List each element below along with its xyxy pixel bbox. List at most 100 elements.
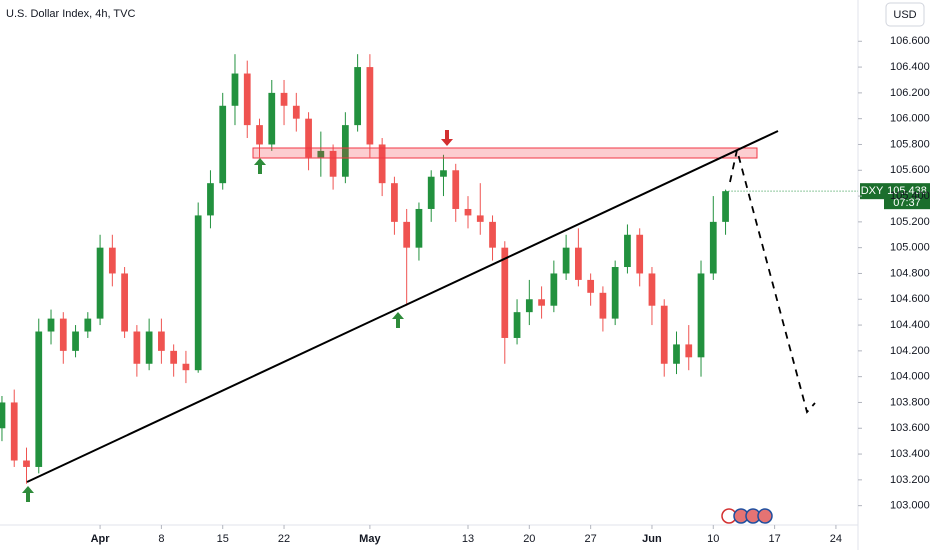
candle-body (648, 273, 656, 306)
candle-body (575, 247, 582, 280)
candle-body (476, 215, 484, 222)
candle-body (219, 105, 227, 184)
projection-path (729, 149, 816, 414)
resistance-zone (252, 147, 758, 159)
candle-body (121, 273, 128, 332)
candle-body (158, 331, 165, 351)
trend-line (26, 130, 779, 483)
candle-body (427, 176, 435, 209)
x-tick-label: 22 (278, 533, 290, 545)
y-tick-label: 104.800 (890, 267, 930, 279)
candle-body (47, 318, 55, 332)
candle-body (562, 247, 570, 274)
currency-label[interactable]: USD (893, 9, 916, 21)
candle-body (329, 150, 337, 177)
candle-body (280, 92, 288, 106)
candle-body (378, 144, 386, 184)
candle-body (440, 170, 447, 177)
candle-body (722, 191, 729, 222)
candle-body (599, 292, 607, 319)
candle-body (268, 92, 276, 145)
candle-body (317, 150, 325, 158)
y-tick-label: 103.200 (890, 474, 930, 486)
y-tick-label: 106.000 (890, 113, 930, 125)
candle-body (170, 350, 178, 364)
y-tick-label: 103.600 (890, 422, 930, 434)
x-tick-label: Apr (91, 533, 111, 545)
y-tick-label: 105.000 (890, 242, 930, 254)
y-tick-label: 105.600 (890, 164, 930, 176)
candle-body (624, 234, 631, 268)
candle-body (84, 318, 92, 332)
candle-body (513, 312, 521, 338)
currency-button[interactable] (885, 2, 925, 27)
candle-body (194, 215, 202, 371)
candle-body (673, 344, 680, 364)
y-tick-label: 106.200 (890, 87, 930, 99)
x-tick-label: 20 (523, 533, 535, 545)
last-price-label: 105.438 (887, 185, 927, 197)
candle-body (660, 305, 668, 364)
x-tick-label: 27 (585, 533, 597, 545)
candle-body (697, 273, 705, 358)
candles (0, 54, 858, 484)
y-tick-label: 103.000 (890, 500, 930, 512)
candle-body (35, 331, 43, 467)
x-tick-label: Jun (642, 533, 662, 545)
candle-body (709, 221, 717, 274)
symbol-tag (860, 183, 884, 200)
x-tick-label: May (359, 533, 381, 545)
last-price-tag (884, 183, 930, 210)
x-tick-label: 24 (830, 533, 842, 545)
y-tick-label: 105.800 (890, 138, 930, 150)
event-icon (757, 508, 773, 524)
candle-body (108, 247, 116, 274)
chart-title: U.S. Dollar Index, 4h, TVC (6, 8, 135, 20)
candle-body (72, 331, 79, 351)
y-tick-label: 103.800 (890, 396, 930, 408)
candle-body (452, 170, 460, 209)
candle-body (415, 208, 423, 248)
candle-body (243, 73, 251, 126)
candle-body (10, 402, 18, 461)
candle-body (0, 402, 6, 429)
y-tick-label: 103.400 (890, 448, 930, 460)
up-arrow (392, 312, 404, 328)
symbol-label: DXY (861, 185, 884, 197)
candle-body (256, 125, 263, 145)
candle-body (59, 318, 67, 351)
candle-body (305, 118, 312, 158)
candle-body (23, 460, 30, 467)
candle-body (366, 67, 374, 145)
down-arrow (441, 130, 453, 146)
candle-body (501, 247, 509, 338)
candle-body (538, 299, 545, 306)
candle-body (341, 125, 349, 177)
y-tick-label: 106.600 (890, 35, 930, 47)
candle-body (145, 331, 153, 364)
candle-body (133, 331, 141, 364)
candle-body (464, 208, 472, 216)
x-tick-label: 15 (217, 533, 229, 545)
candle-body (685, 344, 693, 358)
y-tick-label: 104.600 (890, 293, 930, 305)
candle-body (489, 221, 496, 248)
event-icons (721, 508, 773, 524)
candle-body (636, 234, 644, 274)
candle-body (525, 299, 533, 313)
candle-body (231, 73, 239, 106)
countdown-label: 07:37 (893, 197, 921, 209)
x-tick-label: 17 (768, 533, 780, 545)
candle-body (292, 105, 300, 119)
x-tick-label: 13 (462, 533, 474, 545)
y-tick-label: 104.200 (890, 345, 930, 357)
x-tick-label: 8 (158, 533, 164, 545)
candle-body (550, 273, 558, 306)
candle-body (354, 67, 361, 126)
y-tick-label: 104.400 (890, 319, 930, 331)
candle-body (207, 183, 214, 216)
up-arrow (22, 486, 34, 502)
candle-body (391, 183, 398, 222)
